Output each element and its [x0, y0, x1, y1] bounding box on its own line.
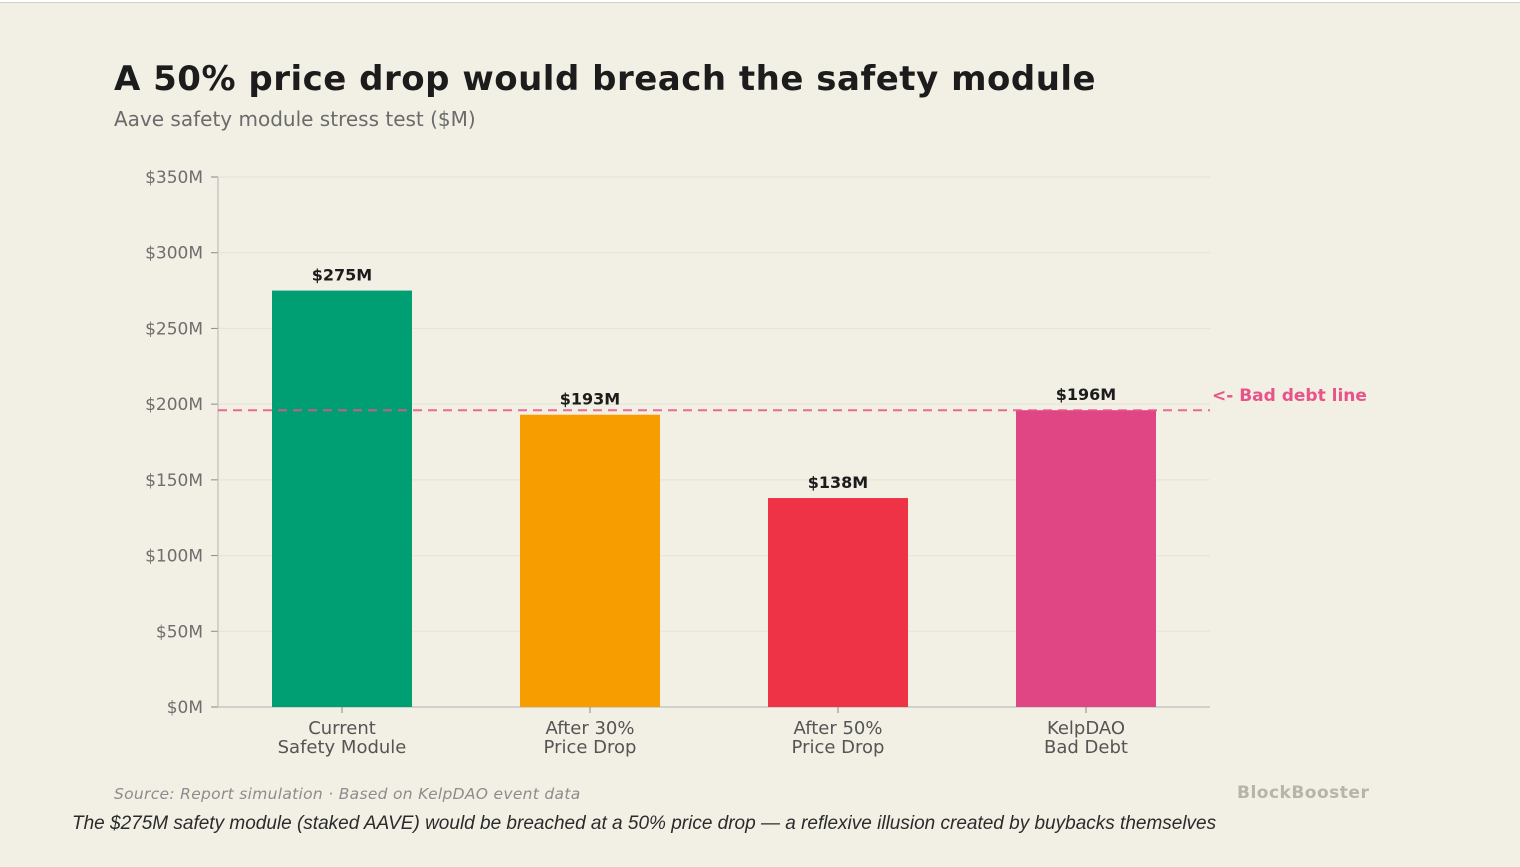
- bar-value-label: $193M: [560, 390, 620, 409]
- chart-subtitle: Aave safety module stress test ($M): [114, 107, 476, 131]
- bar-chart: $0M $50M $100M $150M $200M $250M $300M $350M $27…: [145, 168, 1367, 758]
- x-tick-label: After 30%: [546, 718, 635, 739]
- x-tick-label: KelpDAO: [1047, 718, 1125, 739]
- y-tick-label: $250M: [145, 319, 203, 339]
- bar: [520, 414, 660, 707]
- chart-title: A 50% price drop would breach the safety…: [114, 59, 1097, 99]
- y-tick-label: $350M: [145, 168, 203, 188]
- bar: [768, 498, 908, 707]
- bar: [272, 290, 412, 707]
- y-tick-label: $50M: [156, 622, 203, 642]
- source-note: Source: Report simulation · Based on Kel…: [114, 785, 581, 803]
- bar-value-label: $138M: [808, 473, 868, 492]
- x-tick-label: After 50%: [794, 718, 883, 739]
- y-tick-label: $0M: [167, 698, 203, 718]
- bar-value-label: $275M: [312, 266, 372, 285]
- y-tick-label: $300M: [145, 244, 203, 264]
- x-tick-label: Bad Debt: [1044, 737, 1128, 758]
- x-tick-label: Safety Module: [278, 737, 407, 758]
- bar: [1016, 410, 1156, 707]
- x-tick-label: Price Drop: [544, 737, 637, 758]
- x-tick-label: Current: [308, 718, 376, 739]
- y-tick-label: $150M: [145, 471, 203, 491]
- bar-value-label: $196M: [1056, 385, 1116, 404]
- x-tick-label: Price Drop: [792, 737, 885, 758]
- image-caption: The $275M safety module (staked AAVE) wo…: [72, 813, 1217, 834]
- y-tick-label: $200M: [145, 395, 203, 415]
- y-tick-label: $100M: [145, 547, 203, 567]
- reference-line-label: <- Bad debt line: [1212, 386, 1367, 406]
- brand-watermark: BlockBooster: [1237, 783, 1370, 803]
